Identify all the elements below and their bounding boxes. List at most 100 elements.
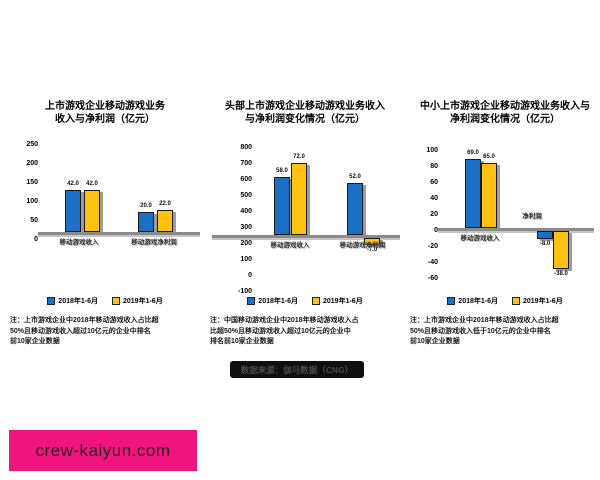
- bar-blue-group1: [274, 177, 290, 235]
- footnote: 注：上市游戏企业中2018年移动游戏收入占比超 50%且移动游戏收入超过10亿元…: [10, 316, 198, 348]
- watermark-banner: crew-kaiyun.com: [9, 430, 197, 471]
- chart-title: 上市游戏企业移动游戏业务 收入与净利润（亿元）: [10, 100, 200, 126]
- y-tick-label: 250: [26, 141, 38, 148]
- legend-label-blue: 2018年1-6月: [58, 298, 98, 305]
- chart-title-line1: 头部上市游戏企业移动游戏业务收入: [225, 101, 385, 112]
- y-tick-label: -20: [427, 243, 438, 250]
- legend-item-blue: 2018年1-6月: [247, 296, 298, 306]
- bar-blue-group1: [65, 190, 81, 232]
- y-tick-label: 0: [34, 236, 38, 243]
- y-tick-label: -100: [237, 288, 252, 295]
- y-tick-label: 100: [240, 256, 252, 263]
- legend-swatch-yellow: [512, 297, 520, 305]
- footnote-line3: 排名前10家企业数据: [210, 338, 274, 345]
- bar-value-label: 20.0: [140, 203, 152, 209]
- legend: 2018年1-6月 2019年1-6月: [210, 296, 400, 306]
- x-axis-line: [438, 228, 594, 231]
- y-tick-label: -60: [427, 275, 438, 282]
- footnote-line3: 前10家企业数据: [410, 338, 460, 345]
- legend-swatch-blue: [47, 297, 56, 305]
- x-axis-category-label: 移动游戏净利润: [131, 239, 177, 246]
- chart-panel-1: 上市游戏企业移动游戏业务 收入与净利润（亿元） 250 200 150 100 50 0 4…: [10, 100, 200, 360]
- legend-label-yellow: 2019年1-6月: [323, 298, 363, 305]
- bar-value-label: 72.0: [293, 154, 305, 160]
- x-axis-category-label: 移动游戏收入: [270, 242, 310, 249]
- footnote-line1: 注：上市游戏企业中2018年移动游戏收入占比超: [10, 317, 159, 324]
- footnote-line3: 前10家企业数据: [10, 338, 60, 345]
- y-tick-label: 80: [430, 163, 438, 170]
- footnote-line1: 注：中国移动游戏企业中2018年移动游戏收入占: [210, 317, 359, 324]
- bar-blue-group1: [465, 159, 481, 228]
- legend-label-blue: 2018年1-6月: [258, 298, 298, 305]
- y-tick-label: 200: [26, 160, 38, 167]
- legend-item-yellow: 2019年1-6月: [312, 296, 363, 306]
- y-tick-label: 50: [30, 217, 38, 224]
- legend: 2018年1-6月 2019年1-6月: [10, 296, 200, 306]
- footnote-line2: 50%且移动游戏收入超过10亿元的企业中排名: [10, 327, 151, 335]
- bar-value-label: 42.0: [86, 181, 98, 187]
- x-axis-category-label: 移动游戏净利润: [339, 242, 386, 249]
- footnote: 注：上市游戏企业中2018年移动游戏收入占比超 50%且移动游戏收入低于10亿元…: [410, 316, 598, 348]
- y-axis-tick-labels: 250 200 150 100 50 0: [10, 135, 38, 249]
- y-tick-label: 600: [240, 176, 252, 183]
- legend-item-yellow: 2019年1-6月: [512, 296, 563, 306]
- y-tick-label: -40: [427, 259, 438, 266]
- chart-panel-2: 头部上市游戏企业移动游戏业务收入 与净利润变化情况（亿元） 800 700 600 5…: [210, 100, 400, 360]
- legend-label-yellow: 2019年1-6月: [523, 298, 563, 305]
- x-axis-line: [212, 235, 400, 238]
- y-tick-label: 40: [430, 195, 438, 202]
- x-axis-category-label: 移动游戏收入: [59, 239, 99, 246]
- legend: 2018年1-6月 2019年1-6月: [410, 296, 600, 306]
- y-tick-label: 0: [248, 272, 252, 279]
- legend-swatch-yellow: [312, 297, 320, 305]
- y-tick-label: 60: [430, 179, 438, 186]
- bar-value-label: 42.0: [67, 181, 79, 187]
- y-tick-label: 800: [240, 144, 252, 151]
- y-axis-tick-labels: 100 80 60 40 20 0 -20 -40 -60: [410, 143, 438, 287]
- y-axis-tick-labels: 800 700 600 500 400 300 200 100 0 -100: [212, 140, 252, 300]
- legend-swatch-yellow: [112, 297, 120, 305]
- y-tick-label: 100: [426, 147, 438, 154]
- x-axis-line: [38, 232, 200, 235]
- bar-blue-group2: [138, 212, 154, 232]
- plot-area: 250 200 150 100 50 0 42.0 20.0 42.0 22.0 移动游戏收入 移动游…: [10, 132, 200, 302]
- chart-title-line1: 中小上市游戏企业移动游戏业务收入与: [420, 101, 590, 112]
- y-tick-label: 300: [240, 224, 252, 231]
- footnote: 注：中国移动游戏企业中2018年移动游戏收入占 比超50%且移动游戏收入超过10…: [210, 316, 398, 348]
- footnote-line1: 注：上市游戏企业中2018年移动游戏收入占比超: [410, 317, 559, 324]
- bar-value-label: -8.0: [539, 241, 551, 247]
- legend-label-blue: 2018年1-6月: [458, 298, 498, 305]
- bar-yellow-group1: [84, 190, 100, 232]
- bar-value-label: 52.0: [349, 174, 361, 180]
- x-axis-category-label: 移动游戏收入: [460, 235, 500, 242]
- bar-yellow-group1: [291, 163, 307, 235]
- bar-value-label: 58.0: [276, 168, 288, 174]
- chart-title-line1: 上市游戏企业移动游戏业务: [45, 101, 165, 112]
- y-tick-label: 100: [26, 198, 38, 205]
- bar-yellow-group1: [481, 163, 497, 228]
- footnote-line2: 50%且移动游戏收入低于10亿元的企业中排名: [410, 327, 551, 335]
- legend-swatch-blue: [247, 297, 256, 305]
- legend-item-blue: 2018年1-6月: [447, 296, 498, 306]
- footnote-line2: 比超50%且移动游戏收入超过10亿元的企业中: [210, 327, 351, 335]
- y-tick-label: 400: [240, 208, 252, 215]
- bar-yellow-group2: [553, 231, 569, 269]
- legend-item-yellow: 2019年1-6月: [112, 296, 163, 306]
- chart-title-line2: 收入与净利润（亿元）: [55, 114, 155, 125]
- bar-value-label: -7.0: [366, 247, 378, 253]
- y-tick-label: 20: [430, 211, 438, 218]
- bar-blue-group2: [347, 183, 363, 235]
- bar-value-label: 65.0: [483, 154, 495, 160]
- legend-item-blue: 2018年1-6月: [47, 296, 98, 306]
- chart-title: 头部上市游戏企业移动游戏业务收入 与净利润变化情况（亿元）: [210, 100, 400, 126]
- y-tick-label: 0: [434, 227, 438, 234]
- plot-area: 100 80 60 40 20 0 -20 -40 -60 69.0 -8.0 65.0 -38.0 移动…: [410, 132, 600, 302]
- bar-yellow-group2: [364, 238, 380, 245]
- chart-title: 中小上市游戏企业移动游戏业务收入与 净利润变化情况（亿元）: [410, 100, 600, 126]
- legend-swatch-blue: [447, 297, 456, 305]
- chart-title-line2: 净利润变化情况（亿元）: [450, 114, 560, 125]
- bar-value-label: 69.0: [467, 150, 479, 156]
- chart-title-line2: 与净利润变化情况（亿元）: [245, 114, 365, 125]
- bar-value-label: 22.0: [159, 201, 171, 207]
- bar-blue-group2: [537, 231, 553, 239]
